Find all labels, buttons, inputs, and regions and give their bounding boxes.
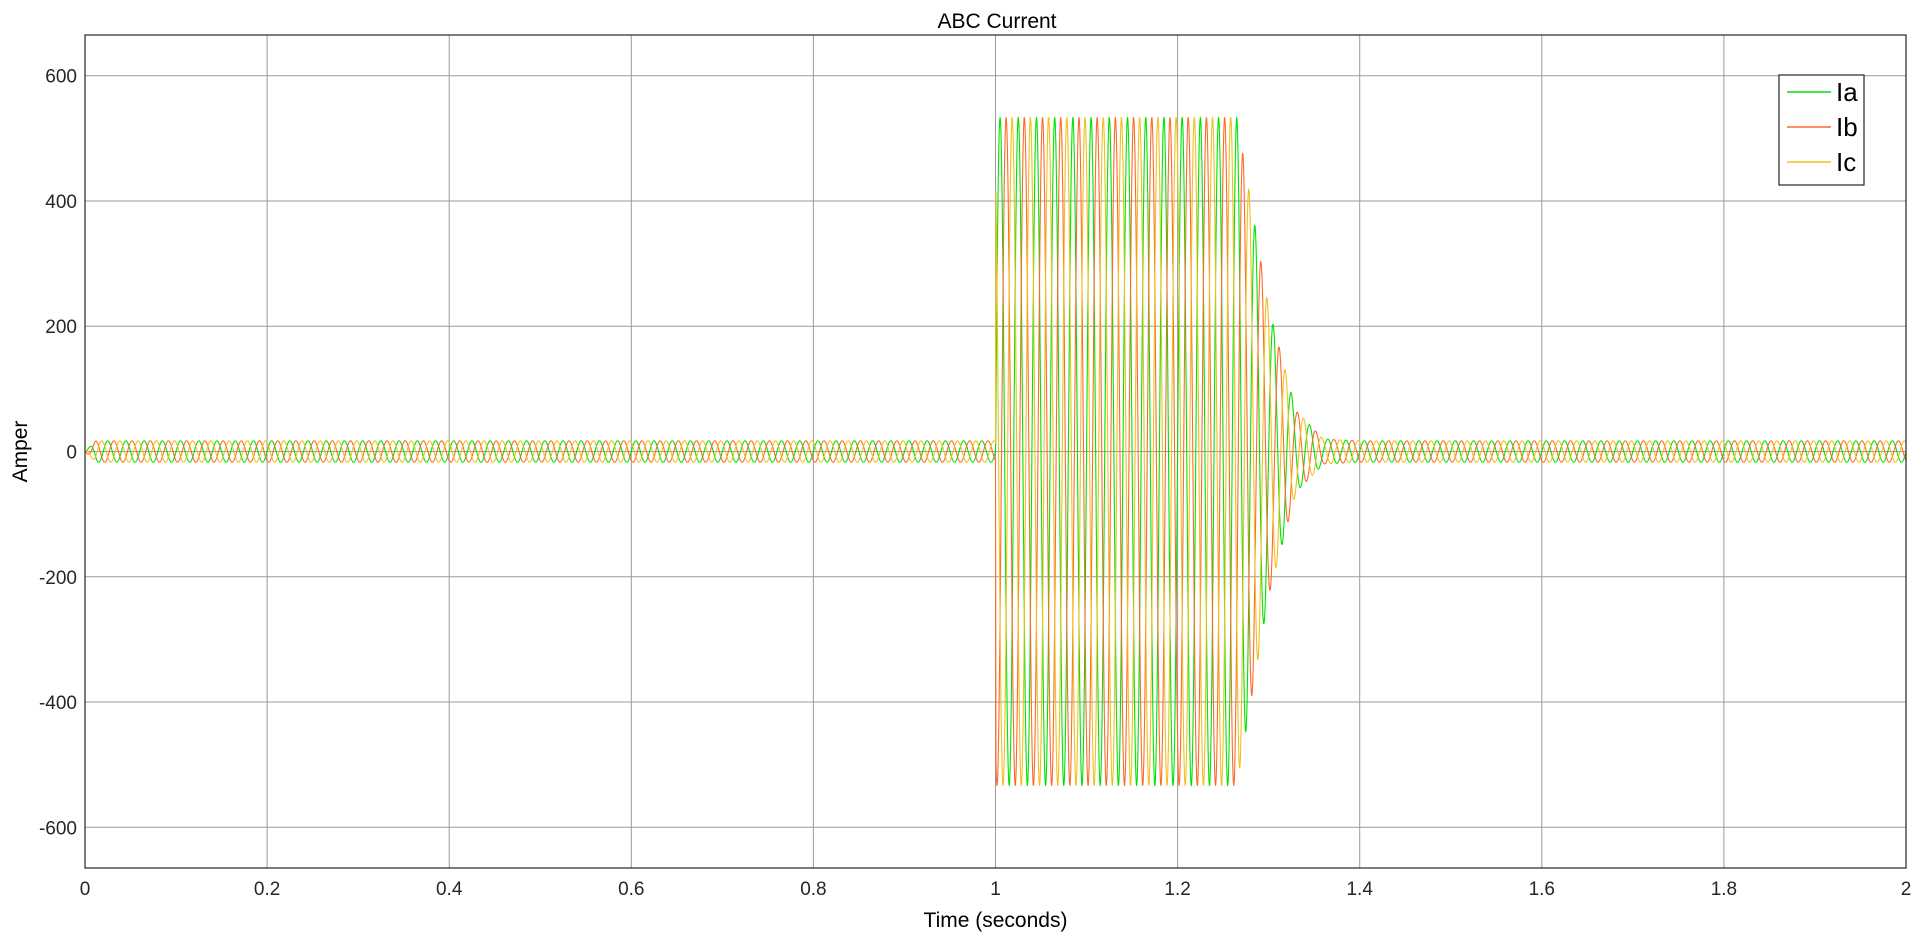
y-tick-label: 600	[45, 67, 77, 88]
legend[interactable]: Ia Ib Ic	[1778, 74, 1865, 186]
x-axis-label: Time (seconds)	[924, 909, 1068, 932]
series-layer	[85, 115, 1906, 787]
x-tick-label: 0.8	[800, 879, 826, 900]
y-tick-label: 400	[45, 192, 77, 213]
legend-label-ia: Ia	[1836, 77, 1858, 107]
plot-frame	[84, 34, 1907, 869]
x-tick-label: 0	[80, 879, 91, 900]
legend-label-ib: Ib	[1836, 112, 1858, 142]
y-tick-label: 0	[66, 443, 77, 464]
legend-box	[1778, 74, 1865, 186]
y-tick-label: -200	[39, 568, 77, 589]
x-tick-label: 0.4	[436, 879, 463, 900]
x-tick-label: 1.4	[1346, 879, 1373, 900]
x-tick-label: 1.2	[1164, 879, 1190, 900]
y-axis-label: Amper	[9, 421, 32, 483]
y-tick-label: -400	[39, 693, 77, 714]
x-tick-label: 0.2	[254, 879, 280, 900]
x-tick-label: 2	[1901, 879, 1912, 900]
x-tick-label: 1.6	[1529, 879, 1555, 900]
series-line-ib	[85, 116, 1906, 787]
legend-label-ic: Ic	[1836, 147, 1856, 177]
series-line-ic	[85, 116, 1906, 787]
y-tick-label: -600	[39, 818, 77, 839]
x-tick-label: 1.8	[1711, 879, 1737, 900]
x-tick-label: 1	[990, 879, 1001, 900]
chart-title: ABC Current	[937, 10, 1056, 33]
x-tick-label: 0.6	[618, 879, 644, 900]
y-tick-label: 200	[45, 317, 77, 338]
tick-labels: 0 0.2 0.4 0.6 0.8 1 1.2 1.4 1.6 1.8 2 600 400 200 0 -20…	[39, 67, 1911, 900]
series-line-ia	[85, 115, 1906, 787]
